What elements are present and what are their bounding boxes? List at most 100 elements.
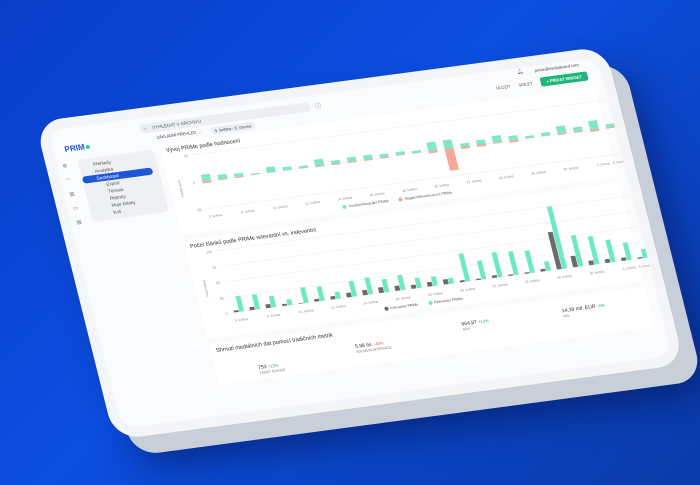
bar-b[interactable] xyxy=(266,171,276,174)
bar-a[interactable] xyxy=(459,280,465,283)
bar-a[interactable] xyxy=(475,278,482,281)
bar-b[interactable] xyxy=(507,251,519,276)
bar-a[interactable] xyxy=(233,172,244,178)
bar-a[interactable] xyxy=(379,153,389,158)
bar-b[interactable] xyxy=(397,274,406,291)
bar-b[interactable] xyxy=(381,278,390,293)
bar-a[interactable] xyxy=(442,139,454,150)
bell-icon[interactable]: 🔔︎ xyxy=(516,68,525,76)
bar-b[interactable] xyxy=(606,126,616,129)
bar-a[interactable] xyxy=(200,173,212,182)
bar-b[interactable] xyxy=(460,145,471,150)
user-email[interactable]: prime@mediaboard.com xyxy=(534,62,580,74)
bar-b[interactable] xyxy=(218,178,228,181)
bar-b[interactable] xyxy=(622,242,632,261)
bar-a[interactable] xyxy=(620,257,627,262)
bar-b[interactable] xyxy=(396,154,406,156)
bar-b[interactable] xyxy=(573,130,583,134)
bar-a[interactable] xyxy=(524,135,535,139)
wifi-icon[interactable]: ◠ xyxy=(65,177,72,184)
bar-a[interactable] xyxy=(281,303,288,307)
bar-b[interactable] xyxy=(557,132,567,136)
bar-a[interactable] xyxy=(313,158,325,167)
bar-a[interactable] xyxy=(265,166,276,173)
bar-a[interactable] xyxy=(330,295,336,300)
folder-icon[interactable]: ▤ xyxy=(76,219,83,226)
bar-a[interactable] xyxy=(426,141,438,152)
bar-b[interactable] xyxy=(491,252,503,278)
bar-b[interactable] xyxy=(316,286,325,302)
bar-a[interactable] xyxy=(217,173,228,180)
bar-b[interactable] xyxy=(589,128,600,132)
bar-b[interactable] xyxy=(414,277,422,289)
bar-b[interactable] xyxy=(541,135,551,137)
bar-a[interactable] xyxy=(233,310,239,313)
bar-a[interactable] xyxy=(491,275,498,279)
bar-b[interactable] xyxy=(412,152,422,154)
bar-a[interactable] xyxy=(249,306,255,311)
bar-a[interactable] xyxy=(588,260,595,266)
bar-b[interactable] xyxy=(570,235,584,267)
bar-a[interactable] xyxy=(410,284,417,289)
bar-b[interactable] xyxy=(476,143,487,148)
bar-a[interactable] xyxy=(314,298,320,302)
bar-a[interactable] xyxy=(605,123,616,128)
bar-b[interactable] xyxy=(525,137,535,139)
bar-b[interactable] xyxy=(379,156,390,159)
share-button[interactable]: SDÍLET xyxy=(517,80,534,88)
bar-b[interactable] xyxy=(428,150,438,154)
bar-b[interactable] xyxy=(235,295,245,312)
bar-b[interactable] xyxy=(334,291,342,300)
bar-b[interactable] xyxy=(315,165,325,168)
bar-b[interactable] xyxy=(493,141,503,144)
bar-a[interactable] xyxy=(475,139,486,145)
bar-a[interactable] xyxy=(395,151,406,156)
bar-b[interactable] xyxy=(546,206,568,269)
bar-a[interactable] xyxy=(362,154,373,160)
bar-a[interactable] xyxy=(570,255,579,268)
bar-a[interactable] xyxy=(508,135,519,141)
monitor-icon[interactable]: ▭ xyxy=(72,205,79,212)
bar-b[interactable] xyxy=(430,276,438,287)
bar-b[interactable] xyxy=(348,280,358,297)
bar-a[interactable] xyxy=(587,119,599,130)
bar-b[interactable] xyxy=(250,173,260,176)
bar-a[interactable] xyxy=(540,131,551,137)
bar-b[interactable] xyxy=(286,299,293,306)
bar-a[interactable] xyxy=(459,142,470,147)
bar-b[interactable] xyxy=(587,236,600,265)
bar-b[interactable] xyxy=(605,239,616,263)
bar-a[interactable] xyxy=(442,279,449,285)
bar-a[interactable] xyxy=(637,257,643,259)
bar-b[interactable] xyxy=(363,158,373,161)
bar-a[interactable] xyxy=(411,150,422,154)
bar-b[interactable] xyxy=(364,277,374,295)
bar-a[interactable] xyxy=(330,159,341,165)
bar-a[interactable] xyxy=(547,231,562,270)
bar-a[interactable] xyxy=(508,274,514,277)
bar-a[interactable] xyxy=(265,303,272,309)
settings-icon[interactable]: ⚙ xyxy=(62,163,68,170)
bar-b[interactable] xyxy=(447,277,455,284)
bar-a[interactable] xyxy=(377,287,385,294)
bar-a[interactable] xyxy=(345,292,352,298)
bar-a[interactable] xyxy=(346,156,357,163)
bar-b[interactable] xyxy=(283,169,293,172)
bar-b[interactable] xyxy=(476,260,487,280)
bar-a[interactable] xyxy=(540,268,546,272)
bar-a[interactable] xyxy=(604,258,611,264)
bar-b[interactable] xyxy=(347,160,357,164)
bar-b[interactable] xyxy=(458,253,471,282)
bar-b[interactable] xyxy=(268,295,277,308)
bar-b[interactable] xyxy=(640,248,648,259)
bar-a[interactable] xyxy=(524,272,530,274)
bar-b[interactable] xyxy=(543,261,552,272)
bar-a[interactable] xyxy=(298,165,309,169)
stats-icon[interactable]: ▥ xyxy=(69,191,76,198)
bar-b[interactable] xyxy=(251,294,261,310)
bar-a[interactable] xyxy=(298,302,304,305)
bar-b[interactable] xyxy=(300,287,309,304)
bar-b[interactable] xyxy=(331,163,341,166)
bar-a[interactable] xyxy=(250,172,260,175)
bar-a[interactable] xyxy=(555,125,567,135)
